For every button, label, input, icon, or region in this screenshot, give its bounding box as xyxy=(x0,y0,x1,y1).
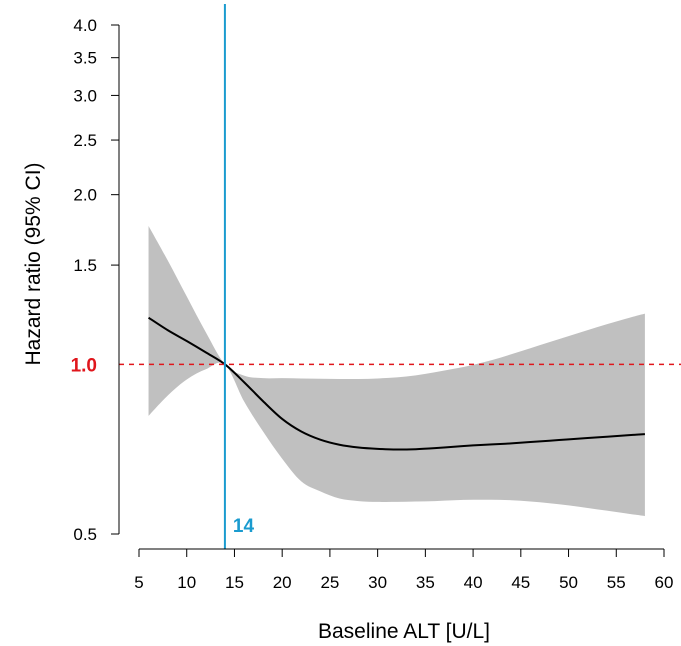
x-tick-label: 20 xyxy=(273,573,292,592)
reference-line-label-alt-14: 14 xyxy=(233,516,255,537)
x-tick-label: 45 xyxy=(511,573,530,592)
x-tick-label: 35 xyxy=(416,573,435,592)
x-tick-label: 55 xyxy=(607,573,626,592)
y-tick-label: 4.0 xyxy=(73,16,97,35)
hazard-line-layer xyxy=(148,316,645,451)
x-tick-label: 25 xyxy=(320,573,339,592)
hazard-ratio-line xyxy=(148,316,645,451)
y-tick-label: 0.5 xyxy=(73,525,97,544)
x-tick-label: 15 xyxy=(225,573,244,592)
x-tick-label: 40 xyxy=(464,573,483,592)
y-tick-label: 1.5 xyxy=(73,256,97,275)
x-tick-label: 5 xyxy=(134,573,143,592)
x-tick-label: 30 xyxy=(368,573,387,592)
y-tick-label: 2.0 xyxy=(73,186,97,205)
x-axis-title: Baseline ALT [U/L] xyxy=(318,620,490,643)
y-tick-label: 3.5 xyxy=(73,49,97,68)
confidence-band-layer xyxy=(148,225,645,517)
y-tick-label: 2.5 xyxy=(73,131,97,150)
x-tick-label: 50 xyxy=(559,573,578,592)
x-axis: 5 10 15 20 25 30 35 40 45 50 55 60 xyxy=(134,548,674,592)
reference-lines-layer: 1.0 14 xyxy=(71,4,681,549)
y-axis-title: Hazard ratio (95% CI) xyxy=(22,162,45,365)
y-axis: 0.5 1.5 2.0 2.5 3.0 3.5 4.0 xyxy=(73,16,120,544)
x-tick-label: 60 xyxy=(655,573,674,592)
y-tick-label: 3.0 xyxy=(73,86,97,105)
x-tick-label: 10 xyxy=(177,573,196,592)
reference-line-label-hr-1: 1.0 xyxy=(71,355,97,376)
confidence-band xyxy=(148,225,645,517)
